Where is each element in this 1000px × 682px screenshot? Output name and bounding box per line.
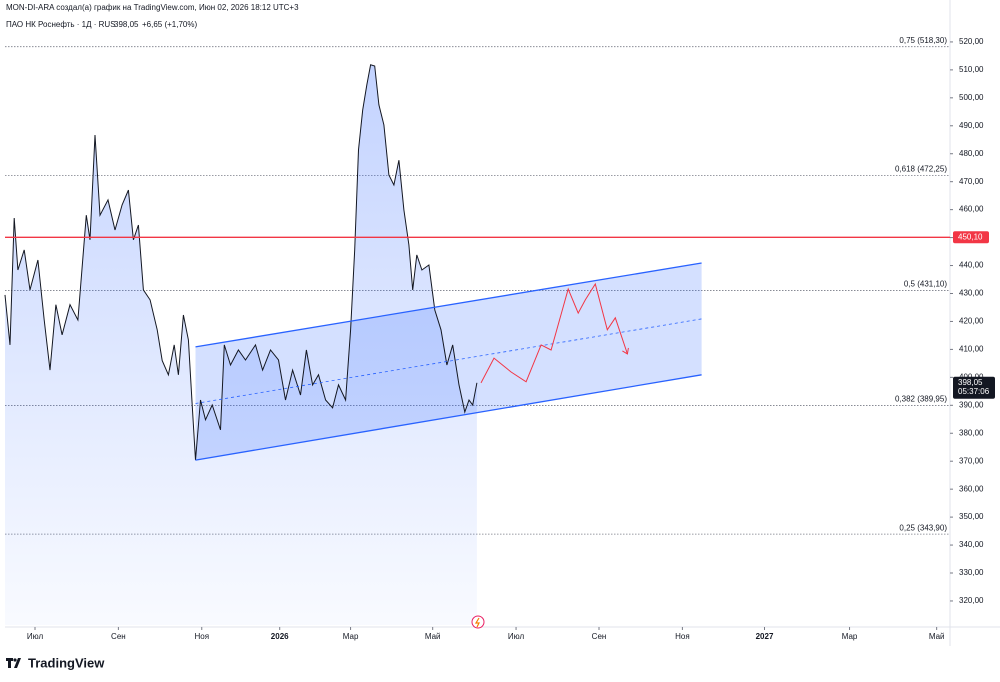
y-tick-label: 360,00 bbox=[959, 484, 984, 493]
y-tick-label: 480,00 bbox=[959, 149, 984, 158]
y-tick-label: 330,00 bbox=[959, 568, 984, 577]
x-tick-label: Ноя bbox=[194, 632, 209, 641]
y-tick-label: 430,00 bbox=[959, 289, 984, 298]
projection-line bbox=[480, 282, 628, 384]
y-tick-label: 390,00 bbox=[959, 400, 984, 409]
x-tick-label: Мар bbox=[343, 632, 359, 641]
channel-lower bbox=[195, 374, 702, 461]
fib-label: 0,75 (518,30) bbox=[899, 36, 947, 45]
x-tick-label: Июл bbox=[27, 632, 44, 641]
x-tick-label: 2027 bbox=[756, 632, 774, 641]
price: 398,05 bbox=[114, 20, 139, 29]
countdown: 05:37:06 bbox=[958, 387, 990, 396]
y-tick-label: 350,00 bbox=[959, 512, 984, 521]
fib-label: 0,25 (343,90) bbox=[899, 523, 947, 532]
y-tick-label: 440,00 bbox=[959, 261, 984, 270]
y-tick-label: 510,00 bbox=[959, 65, 984, 74]
fib-label: 0,618 (472,25) bbox=[895, 165, 947, 174]
symbol: ПАО НК Роснефть · 1Д · RUS bbox=[6, 20, 116, 29]
x-tick-label: Май bbox=[929, 632, 945, 641]
y-tick-label: 470,00 bbox=[959, 177, 984, 186]
projection-arrow bbox=[622, 347, 629, 355]
x-tick-label: Сен bbox=[111, 632, 126, 641]
y-tick-label: 420,00 bbox=[959, 317, 984, 326]
last-price-label: 398,05 bbox=[958, 378, 983, 387]
x-tick-label: 2026 bbox=[271, 632, 289, 641]
y-tick-label: 340,00 bbox=[959, 540, 984, 549]
y-tick-label: 320,00 bbox=[959, 596, 984, 605]
y-tick-label: 380,00 bbox=[959, 428, 984, 437]
x-tick-label: Май bbox=[425, 632, 441, 641]
x-tick-label: Мар bbox=[842, 632, 858, 641]
chart-title: MON-DI-ARA создал(а) график на TradingVi… bbox=[6, 3, 299, 12]
price-badge bbox=[953, 231, 989, 244]
x-tick-label: Ноя bbox=[675, 632, 690, 641]
price-line bbox=[4, 64, 478, 461]
x-tick-label: Июл bbox=[508, 632, 525, 641]
y-tick-label: 490,00 bbox=[959, 121, 984, 130]
y-tick-label: 500,00 bbox=[959, 93, 984, 102]
last-price-tag bbox=[953, 376, 995, 399]
y-tick-label: 410,00 bbox=[959, 345, 984, 354]
y-tick-label: 370,00 bbox=[959, 456, 984, 465]
logo-icon bbox=[6, 658, 21, 668]
channel-upper bbox=[195, 262, 702, 348]
price-area bbox=[5, 64, 477, 626]
fib-label: 0,5 (431,10) bbox=[904, 280, 947, 289]
fib-label: 0,382 (389,95) bbox=[895, 395, 947, 404]
plot: 320,00 330,00 340,00 350,00 360,00 370,00 380,… bbox=[4, 0, 1000, 646]
y-tick-label: 460,00 bbox=[959, 205, 984, 214]
event-icon[interactable] bbox=[471, 615, 485, 629]
y-tick-label: 520,00 bbox=[959, 37, 984, 46]
brand: TradingView bbox=[28, 655, 105, 670]
change: +6,65 (+1,70%) bbox=[142, 20, 197, 29]
price-badge-label: 450,10 bbox=[958, 232, 983, 241]
x-tick-label: Сен bbox=[592, 632, 607, 641]
channel-middle bbox=[195, 318, 702, 404]
